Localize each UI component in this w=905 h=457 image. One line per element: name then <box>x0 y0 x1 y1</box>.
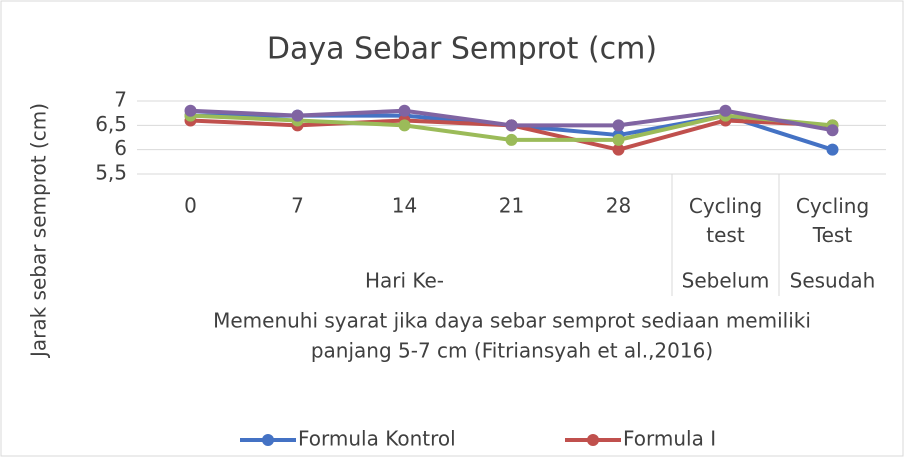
x-tick-label: 14 <box>392 194 417 218</box>
data-point <box>826 143 839 156</box>
x-tick-label: 0 <box>184 194 197 218</box>
data-point <box>398 119 411 132</box>
x-tick-label: 28 <box>606 194 631 218</box>
data-point <box>291 109 304 122</box>
x-axis-label: Memenuhi syarat jika daya sebar semprot … <box>213 309 811 333</box>
legend-label: Formula I <box>623 427 716 451</box>
data-point <box>505 133 518 146</box>
legend-marker <box>587 434 599 446</box>
data-point <box>612 143 625 156</box>
x-tick-label: 21 <box>499 194 524 218</box>
x-group-label: Sebelum <box>682 269 770 293</box>
y-tick-label: 5,5 <box>95 161 127 185</box>
data-point <box>398 104 411 117</box>
y-tick-label: 6 <box>114 136 127 160</box>
data-point <box>826 124 839 137</box>
y-axis-label: Jarak sebar semprot (cm) <box>27 103 51 359</box>
data-point <box>505 119 518 132</box>
x-tick-label: Cycling Test <box>796 194 869 247</box>
data-point <box>612 119 625 132</box>
chart-title: Daya Sebar Semprot (cm) <box>267 32 657 67</box>
data-point <box>612 133 625 146</box>
y-tick-label: 7 <box>114 88 127 112</box>
x-group-label: Sesudah <box>790 269 876 293</box>
data-point <box>719 104 732 117</box>
x-tick-label: 7 <box>291 194 304 218</box>
x-group-label: Hari Ke- <box>365 269 444 293</box>
y-tick-label: 6,5 <box>95 112 127 136</box>
legend-marker <box>262 434 274 446</box>
x-tick-label: Cycling test <box>689 194 762 247</box>
data-point <box>184 104 197 117</box>
x-axis-label: panjang 5-7 cm (Fitriansyah et al.,2016) <box>311 339 713 363</box>
legend-label: Formula Kontrol <box>298 427 456 451</box>
